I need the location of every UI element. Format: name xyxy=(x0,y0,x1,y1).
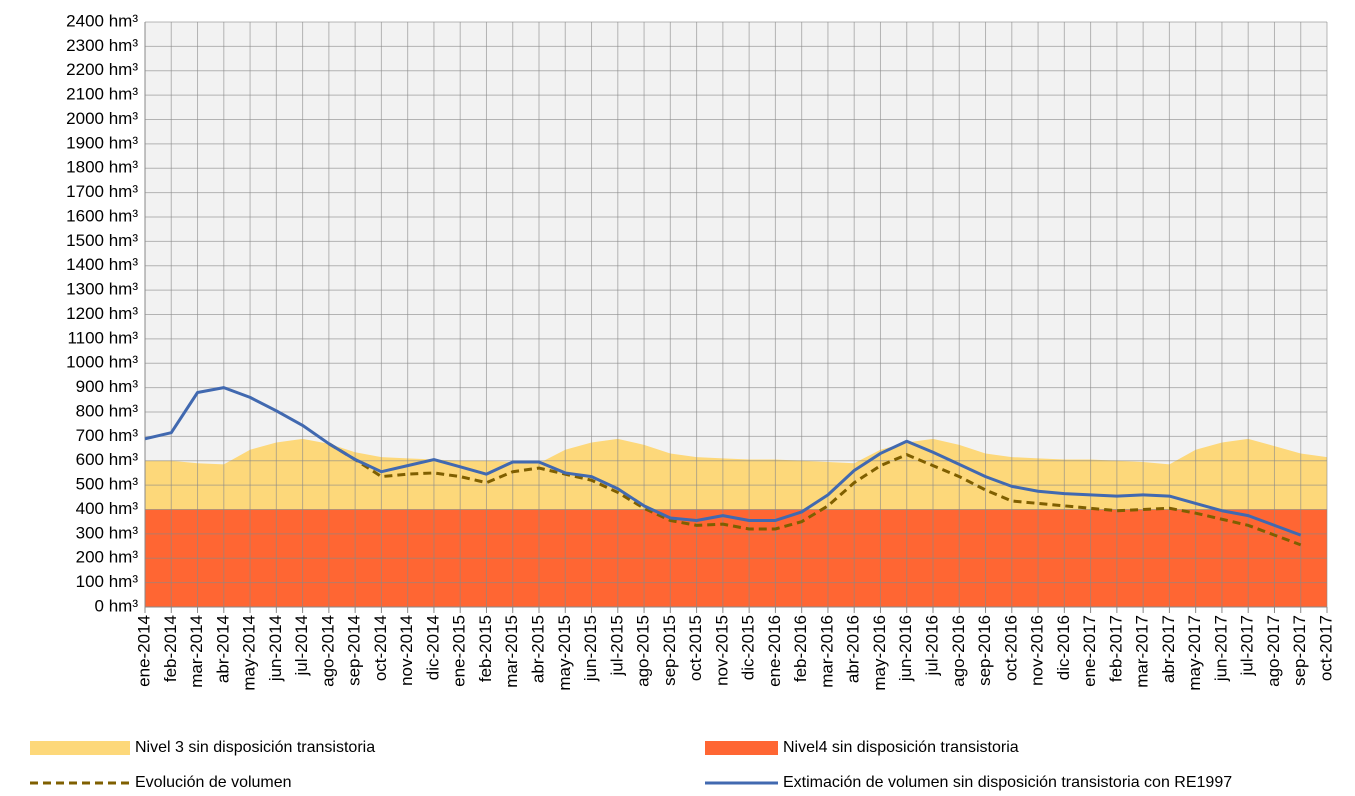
x-tick-label: sep-2014 xyxy=(345,615,364,686)
x-tick-label: sep-2015 xyxy=(660,615,679,686)
x-tick-label: mar-2017 xyxy=(1133,615,1152,688)
y-tick-label: 2100 hm³ xyxy=(66,85,138,104)
x-tick-label: ene-2016 xyxy=(765,615,784,687)
x-tick-label: may-2016 xyxy=(870,615,889,691)
x-tick-label: jul-2014 xyxy=(292,615,311,677)
x-tick-label: jun-2016 xyxy=(896,615,915,682)
x-tick-label: jun-2015 xyxy=(581,615,600,682)
y-tick-label: 1100 hm³ xyxy=(67,328,138,347)
x-tick-label: ago-2016 xyxy=(949,615,968,687)
y-tick-label: 300 hm³ xyxy=(76,523,139,542)
x-tick-label: sep-2016 xyxy=(975,615,994,686)
x-tick-label: mar-2014 xyxy=(187,615,206,688)
x-tick-label: may-2014 xyxy=(240,615,259,691)
legend-label: Extimación de volumen sin disposición tr… xyxy=(783,774,1232,791)
legend-label: Evolución de volumen xyxy=(135,774,292,791)
legend-swatch xyxy=(30,741,130,755)
y-tick-label: 1500 hm³ xyxy=(66,231,138,250)
x-tick-label: abr-2014 xyxy=(213,615,232,683)
y-tick-label: 800 hm³ xyxy=(76,401,139,420)
x-tick-label: oct-2016 xyxy=(1001,615,1020,681)
y-tick-label: 500 hm³ xyxy=(76,475,139,494)
x-tick-label: feb-2017 xyxy=(1106,615,1125,682)
y-tick-label: 1200 hm³ xyxy=(66,304,138,323)
x-tick-label: abr-2017 xyxy=(1159,615,1178,683)
y-tick-label: 700 hm³ xyxy=(76,426,139,445)
x-tick-label: abr-2016 xyxy=(844,615,863,683)
y-tick-label: 1300 hm³ xyxy=(66,280,138,299)
y-tick-label: 900 hm³ xyxy=(76,377,139,396)
y-tick-label: 2200 hm³ xyxy=(66,60,138,79)
y-tick-label: 1800 hm³ xyxy=(66,158,138,177)
y-tick-label: 1700 hm³ xyxy=(66,182,138,201)
x-tick-label: feb-2016 xyxy=(791,615,810,682)
y-tick-label: 2300 hm³ xyxy=(66,36,138,55)
x-tick-label: mar-2015 xyxy=(502,615,521,688)
x-tick-label: ago-2015 xyxy=(634,615,653,687)
x-tick-label: dic-2016 xyxy=(1054,615,1073,680)
legend-swatch xyxy=(705,741,778,755)
y-tick-label: 2400 hm³ xyxy=(66,11,138,30)
x-tick-label: feb-2015 xyxy=(476,615,495,682)
y-tick-label: 1600 hm³ xyxy=(66,206,138,225)
x-tick-label: abr-2015 xyxy=(528,615,547,683)
x-tick-label: jul-2016 xyxy=(922,615,941,677)
x-tick-label: jul-2015 xyxy=(607,615,626,677)
legend-label: Nivel4 sin disposición transistoria xyxy=(783,739,1019,756)
x-tick-label: ene-2017 xyxy=(1080,615,1099,687)
x-tick-label: ago-2017 xyxy=(1264,615,1283,687)
legend-label: Nivel 3 sin disposición transistoria xyxy=(135,739,375,756)
x-tick-label: jun-2017 xyxy=(1211,615,1230,682)
x-tick-label: dic-2015 xyxy=(739,615,758,680)
x-tick-label: mar-2016 xyxy=(817,615,836,688)
x-tick-label: may-2017 xyxy=(1185,615,1204,691)
y-tick-label: 400 hm³ xyxy=(76,499,139,518)
y-tick-label: 1000 hm³ xyxy=(66,353,138,372)
x-tick-label: ago-2014 xyxy=(318,615,337,687)
y-tick-label: 2000 hm³ xyxy=(66,109,138,128)
x-tick-label: may-2015 xyxy=(555,615,574,691)
x-tick-label: ene-2014 xyxy=(134,615,153,687)
x-tick-label: ene-2015 xyxy=(450,615,469,687)
y-tick-label: 1400 hm³ xyxy=(66,255,138,274)
x-tick-label: jun-2014 xyxy=(266,615,285,682)
y-tick-label: 100 hm³ xyxy=(76,572,139,591)
x-tick-label: oct-2015 xyxy=(686,615,705,681)
x-tick-label: feb-2014 xyxy=(161,615,180,682)
x-tick-label: dic-2014 xyxy=(423,615,442,680)
y-tick-label: 1900 hm³ xyxy=(66,133,138,152)
y-tick-label: 200 hm³ xyxy=(76,548,139,567)
x-tick-label: oct-2014 xyxy=(371,615,390,681)
y-tick-label: 600 hm³ xyxy=(76,450,139,469)
line xyxy=(328,442,1302,547)
x-tick-label: nov-2015 xyxy=(712,615,731,686)
x-tick-label: oct-2017 xyxy=(1316,615,1335,681)
x-tick-label: jul-2017 xyxy=(1238,615,1257,677)
y-tick-label: 0 hm³ xyxy=(95,596,139,615)
x-tick-label: nov-2016 xyxy=(1028,615,1047,686)
x-tick-label: nov-2014 xyxy=(397,615,416,686)
x-tick-label: sep-2017 xyxy=(1290,615,1309,686)
line xyxy=(144,386,1302,537)
